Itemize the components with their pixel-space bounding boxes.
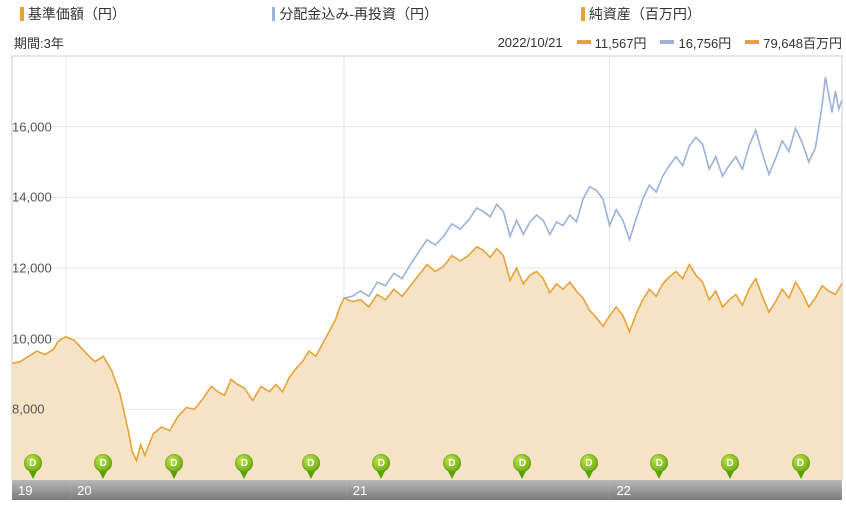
- legend-swatch-reinvest: [272, 7, 276, 21]
- distribution-marker[interactable]: D: [302, 454, 320, 480]
- y-tick-label: 10,000: [12, 331, 52, 346]
- legend-label-assets: 純資産（百万円）: [589, 4, 696, 24]
- distribution-marker[interactable]: D: [443, 454, 461, 480]
- d-icon: D: [650, 454, 668, 472]
- distribution-marker[interactable]: D: [235, 454, 253, 480]
- distribution-marker[interactable]: D: [721, 454, 739, 480]
- distribution-marker[interactable]: D: [372, 454, 390, 480]
- legend-swatch-assets: [581, 7, 585, 21]
- d-icon: D: [792, 454, 810, 472]
- x-year-segment: 19: [12, 480, 71, 500]
- legend-item-reinvest: 分配金込み-再投資（円）: [272, 4, 432, 24]
- chart-area: 期間:3年 2022/10/21 11,567円 16,756円 79,648百…: [0, 28, 846, 525]
- distribution-marker[interactable]: D: [650, 454, 668, 480]
- distribution-marker[interactable]: D: [513, 454, 531, 480]
- legend-item-assets: 純資産（百万円）: [581, 4, 696, 24]
- chart-svg[interactable]: [0, 28, 846, 525]
- distribution-marker[interactable]: D: [580, 454, 598, 480]
- legend-label-nav: 基準価額（円）: [28, 4, 122, 24]
- x-axis: 19202122: [12, 480, 842, 500]
- x-year-segment: 21: [347, 480, 611, 500]
- d-icon: D: [24, 454, 42, 472]
- legend-swatch-nav: [20, 7, 24, 21]
- top-legend: 基準価額（円） 分配金込み-再投資（円） 純資産（百万円）: [0, 0, 846, 28]
- d-icon: D: [443, 454, 461, 472]
- distribution-marker[interactable]: D: [24, 454, 42, 480]
- legend-label-reinvest: 分配金込み-再投資（円）: [279, 4, 431, 24]
- d-icon: D: [165, 454, 183, 472]
- distribution-marker[interactable]: D: [94, 454, 112, 480]
- x-year-segment: 20: [71, 480, 347, 500]
- d-icon: D: [721, 454, 739, 472]
- d-icon: D: [580, 454, 598, 472]
- d-icon: D: [372, 454, 390, 472]
- y-tick-label: 12,000: [12, 261, 52, 276]
- d-icon: D: [302, 454, 320, 472]
- d-icon: D: [235, 454, 253, 472]
- y-tick-label: 14,000: [12, 190, 52, 205]
- x-year-segment: 22: [610, 480, 842, 500]
- distribution-marker[interactable]: D: [165, 454, 183, 480]
- legend-item-nav: 基準価額（円）: [20, 4, 122, 24]
- y-tick-label: 8,000: [12, 402, 45, 417]
- d-icon: D: [513, 454, 531, 472]
- d-icon: D: [94, 454, 112, 472]
- distribution-marker[interactable]: D: [792, 454, 810, 480]
- y-tick-label: 16,000: [12, 119, 52, 134]
